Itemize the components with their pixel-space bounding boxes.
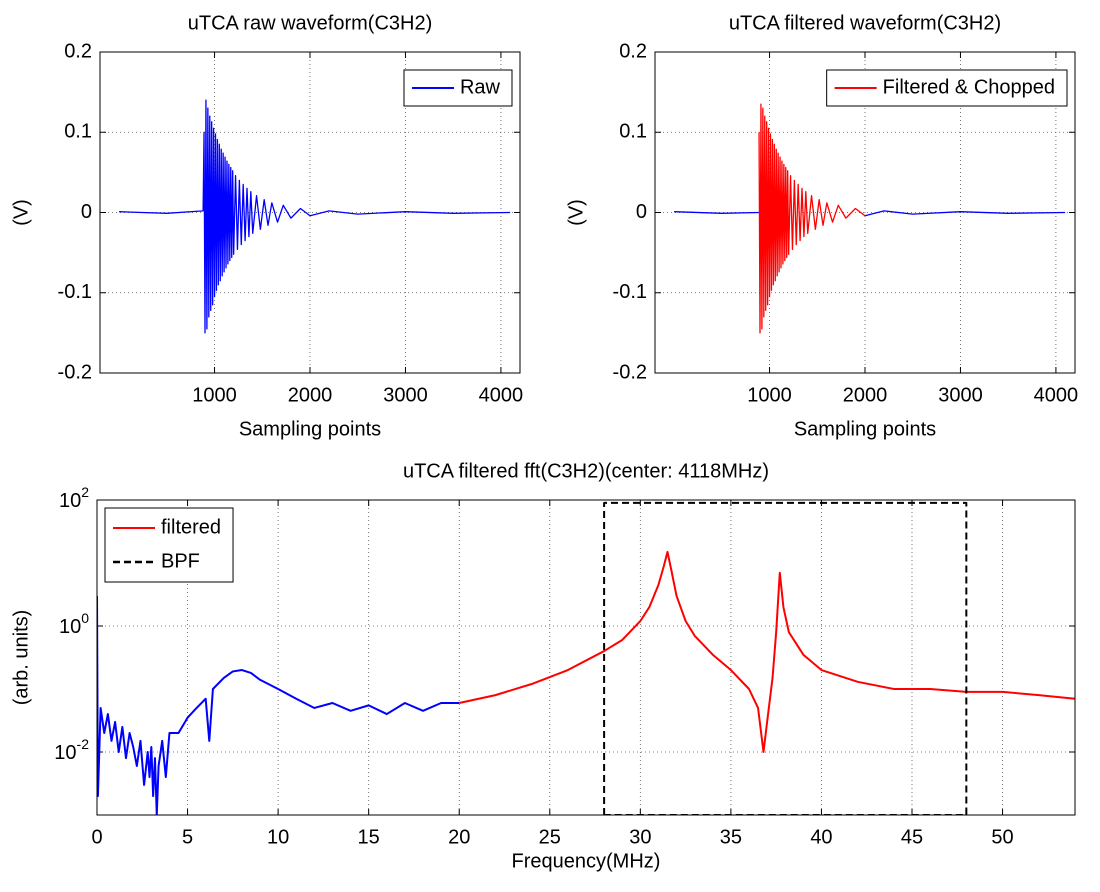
- y-tick-label: -0.1: [58, 281, 92, 303]
- x-tick-label: 4000: [479, 384, 524, 406]
- y-tick-label: -0.1: [613, 281, 647, 303]
- y-tick-label: 0.2: [64, 40, 92, 62]
- axes: 0 5 10 15 20 25 30 35 40 45 50 10-2 100 102 uTCA filte…: [10, 460, 1076, 872]
- y-tick-label: 10-2: [54, 736, 89, 765]
- x-tick-label: 45: [901, 826, 923, 848]
- plot-area: [97, 500, 1075, 815]
- y-tick-label: 0.1: [64, 121, 92, 143]
- y-tick-label: 100: [59, 610, 89, 639]
- series-line: [97, 595, 460, 815]
- plot-data: [119, 99, 511, 334]
- axes-frame: [96, 499, 1076, 816]
- y-tick-label: 0: [636, 201, 647, 223]
- x-axis-label: Frequency(MHz): [512, 850, 661, 872]
- x-tick-label: 25: [539, 826, 561, 848]
- y-tick-label: 102: [59, 484, 89, 513]
- y-tick-label: 0: [81, 201, 92, 223]
- chart-title: uTCA filtered fft(C3H2)(center: 4118MHz): [403, 460, 769, 482]
- axes-frame: [654, 51, 1076, 374]
- chart-title: uTCA raw waveform(C3H2): [188, 12, 433, 34]
- y-tick-label: -0.2: [613, 361, 647, 383]
- x-tick-label: 4000: [1034, 384, 1079, 406]
- legend-frame: [104, 507, 234, 583]
- x-tick-label: 5: [182, 826, 193, 848]
- x-tick-label: 35: [720, 826, 742, 848]
- legend: Filtered & Chopped: [826, 69, 1068, 107]
- x-tick-label: 10: [267, 826, 289, 848]
- series-line: [674, 210, 1066, 217]
- x-axis-label: Sampling points: [239, 418, 381, 440]
- x-tick-label: 40: [810, 826, 832, 848]
- x-tick-label: 30: [629, 826, 651, 848]
- x-tick-label: 15: [358, 826, 380, 848]
- y-tick-label: -0.2: [58, 361, 92, 383]
- y-axis-label: (V): [565, 199, 587, 226]
- chart-title: uTCA filtered waveform(C3H2): [729, 12, 1001, 34]
- x-tick-label: 2000: [288, 384, 333, 406]
- x-tick-label: 1000: [192, 384, 237, 406]
- legend-label: BPF: [161, 550, 200, 572]
- x-tick-label: 3000: [383, 384, 428, 406]
- x-tick-label: 2000: [843, 384, 888, 406]
- series-line: [119, 99, 511, 334]
- y-tick-label: 0.1: [619, 121, 647, 143]
- x-tick-label: 1000: [747, 384, 792, 406]
- axes-frame: [99, 51, 521, 374]
- series-line: [459, 550, 1075, 753]
- plot-data: [674, 103, 1066, 334]
- series-line: [758, 103, 866, 334]
- y-axis-label: (arb. units): [10, 610, 32, 706]
- x-tick-label: 50: [991, 826, 1013, 848]
- legend-label: filtered: [161, 516, 221, 538]
- x-tick-label: 3000: [938, 384, 983, 406]
- y-tick-label: 0.2: [619, 40, 647, 62]
- x-tick-label: 0: [91, 826, 102, 848]
- x-axis-label: Sampling points: [794, 418, 936, 440]
- series-line: [603, 501, 968, 815]
- legend-label: Raw: [460, 76, 501, 98]
- x-tick-label: 20: [448, 826, 470, 848]
- legend: filtered BPF: [104, 507, 234, 583]
- legend-label: Filtered & Chopped: [883, 76, 1055, 98]
- legend: Raw: [403, 69, 513, 107]
- y-axis-label: (V): [10, 199, 32, 226]
- plot-data: [97, 501, 1075, 815]
